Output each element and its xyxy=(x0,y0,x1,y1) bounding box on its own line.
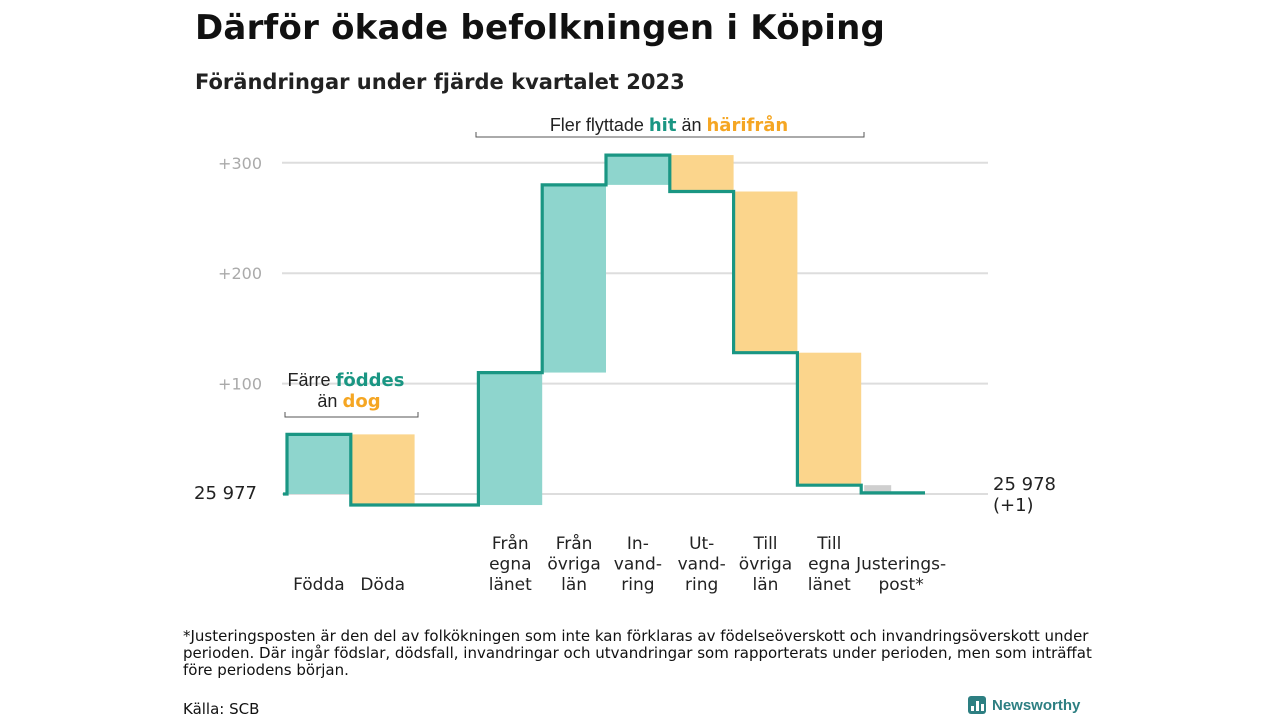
y-tick-label: +300 xyxy=(218,154,262,173)
category-label: Döda xyxy=(360,575,405,595)
waterfall-bar xyxy=(733,191,798,353)
waterfall-bar xyxy=(606,155,670,185)
category-label: Ut-vand-ring xyxy=(678,534,726,595)
category-label: Från egna länet xyxy=(489,533,532,595)
annotation-bracket-migration xyxy=(475,132,865,138)
category-label: Födda xyxy=(293,575,345,595)
newsworthy-logo-icon xyxy=(968,696,986,714)
annotation-births-line2: än dog xyxy=(317,391,380,412)
waterfall-bar xyxy=(287,434,351,494)
waterfall-chart: +100 +200 +300 Födda Döda Från egna länet Från öv… xyxy=(194,114,1056,596)
brand-name: Newsworthy xyxy=(992,696,1081,714)
waterfall-bar xyxy=(542,184,606,373)
annotation-bracket-births xyxy=(284,412,419,418)
category-label: Till övriga län xyxy=(739,534,792,595)
waterfall-bar xyxy=(478,372,543,506)
source-label: Källa: SCB xyxy=(183,700,260,718)
footnote: *Justeringsposten är den del av folkökni… xyxy=(183,627,1092,679)
start-value-label: 25 977 xyxy=(194,483,257,504)
category-label: In-vand-ring xyxy=(614,534,662,595)
chart-subtitle: Förändringar under fjärde kvartalet 2023 xyxy=(195,70,685,94)
y-tick-label: +100 xyxy=(218,375,262,394)
end-change-label: (+1) xyxy=(993,495,1034,516)
category-label: Till egna länet xyxy=(808,534,851,595)
waterfall-bar xyxy=(669,155,734,192)
cumulative-step-line xyxy=(283,153,925,507)
y-tick-label: +200 xyxy=(218,264,262,283)
category-label: Justerings-post* xyxy=(855,555,946,596)
waterfall-bar xyxy=(350,434,415,506)
chart-title: Därför ökade befolkningen i Köping xyxy=(195,8,886,48)
brand-logo: Newsworthy xyxy=(968,696,1080,714)
annotation-births-line1: Färre föddes xyxy=(288,370,405,391)
annotation-migration: Fler flyttade hit än härifrån xyxy=(550,114,788,136)
end-value-label: 25 978 xyxy=(993,474,1056,495)
waterfall-bar xyxy=(864,485,892,493)
category-label: Från övriga län xyxy=(547,533,600,595)
waterfall-bar xyxy=(797,352,862,486)
